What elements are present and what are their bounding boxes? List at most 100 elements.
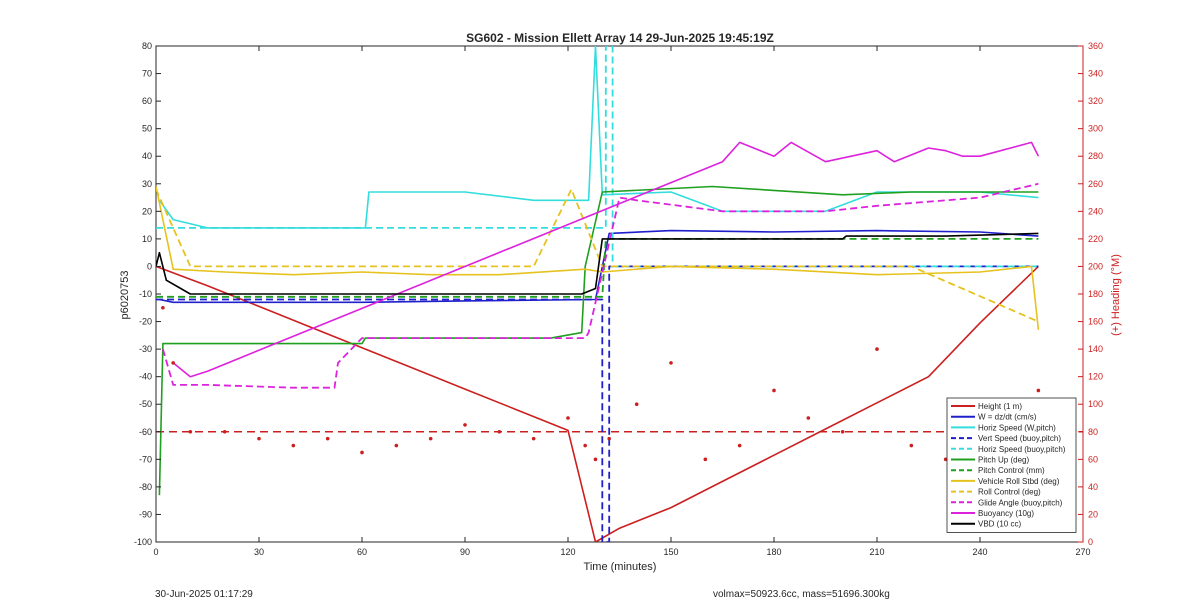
x-tick-label: 60 [357, 547, 367, 557]
y2-tick-label: 80 [1088, 427, 1098, 437]
footer-timestamp: 30-Jun-2025 01:17:29 [155, 589, 253, 600]
y-tick-label: -70 [139, 454, 152, 464]
y2-tick-label: 240 [1088, 206, 1103, 216]
heading-point [593, 457, 598, 462]
legend-label: Horiz Speed (buoy,pitch) [978, 445, 1066, 454]
series-line-8 [156, 188, 1039, 323]
y-tick-label: 20 [142, 206, 152, 216]
heading-point [188, 429, 193, 434]
y2-tick-label: 200 [1088, 261, 1103, 271]
x-axis-label: Time (minutes) [584, 561, 657, 573]
x-tick-label: 270 [1075, 547, 1090, 557]
y-axis-ticks: 80 70 60 50 40 30 20 10 0 -10 -20 -30 -40 -50 -60 -70 -8… [134, 41, 161, 547]
x-tick-label: 90 [460, 547, 470, 557]
y2-tick-label: 300 [1088, 124, 1103, 134]
heading-point [703, 457, 708, 462]
legend-label: Vehicle Roll Stbd (deg) [978, 477, 1060, 486]
x-tick-label: 210 [869, 547, 884, 557]
y-tick-label: 30 [142, 179, 152, 189]
y2-tick-label: 360 [1088, 41, 1103, 51]
y2-tick-label: 60 [1088, 454, 1098, 464]
y-tick-label: -40 [139, 372, 152, 382]
heading-point [669, 361, 673, 365]
legend-label: Horiz Speed (W,pitch) [978, 423, 1056, 432]
y2-tick-label: 280 [1088, 151, 1103, 161]
plot-area [155, 45, 1084, 543]
x-tick-label: 180 [766, 547, 781, 557]
y-tick-label: -60 [139, 427, 152, 437]
legend-label: Pitch Control (mm) [978, 466, 1045, 475]
legend-label: Buoyancy (10g) [978, 509, 1034, 518]
y2-axis-ticks: 3603403203002802602402202001801601401201… [1078, 41, 1103, 547]
y2-tick-label: 340 [1088, 69, 1103, 79]
heading-point [772, 388, 776, 393]
x-tick-label: 240 [972, 547, 987, 557]
y2-tick-label: 220 [1088, 234, 1103, 244]
x-tick-label: 120 [560, 547, 575, 557]
y2-tick-label: 180 [1088, 289, 1103, 299]
y-tick-label: 70 [142, 69, 152, 79]
series-line-5 [158, 185, 1039, 496]
y2-tick-label: 0 [1088, 537, 1093, 547]
chart-title: SG602 - Mission Ellett Array 14 29-Jun-2… [466, 31, 774, 45]
y-tick-label: -30 [139, 344, 152, 354]
x-tick-label: 30 [254, 547, 264, 557]
heading-point [840, 429, 845, 434]
y-tick-label: -20 [139, 317, 152, 327]
y2-tick-label: 320 [1088, 96, 1103, 106]
y-tick-label: 10 [142, 234, 152, 244]
heading-point [463, 423, 467, 427]
heading-point [909, 443, 914, 448]
series-line-10 [172, 141, 1040, 378]
y2-tick-label: 120 [1088, 372, 1103, 382]
y2-axis-label: (+) Heading (°M) [1110, 254, 1122, 336]
y-tick-label: 80 [142, 41, 152, 51]
legend-label: Height (1 m) [978, 402, 1022, 411]
heading-point [171, 361, 175, 365]
legend-label: Roll Control (deg) [978, 488, 1041, 497]
x-tick-label: 0 [153, 547, 158, 557]
heading-point [257, 436, 261, 441]
heading-point [634, 402, 639, 407]
x-tick-label: 150 [663, 547, 678, 557]
heading-point [497, 429, 502, 434]
heading-point [161, 305, 165, 310]
series-group [156, 46, 1083, 542]
y2-tick-label: 20 [1088, 509, 1098, 519]
heading-point [1036, 388, 1041, 393]
y-tick-label: -90 [139, 509, 152, 519]
y-tick-label: -80 [139, 482, 152, 492]
y2-tick-label: 40 [1088, 482, 1098, 492]
heading-point [607, 436, 611, 441]
y-tick-label: -10 [139, 289, 152, 299]
heading-point [291, 443, 296, 448]
y2-tick-label: 160 [1088, 317, 1103, 327]
series-line-11 [156, 232, 1039, 295]
x-axis-ticks: 0 30 60 90 120 150 180 210 240 270 [153, 46, 1091, 557]
legend-label: VBD (10 cc) [978, 520, 1021, 529]
heading-point [428, 436, 433, 441]
y-tick-label: -50 [139, 399, 152, 409]
heading-point [875, 347, 879, 351]
heading-point [566, 416, 570, 420]
y-axis-label: p6020753 [119, 271, 131, 320]
y-tick-label: -100 [134, 537, 152, 547]
heading-point [360, 450, 364, 455]
legend-label: Vert Speed (buoy,pitch) [978, 434, 1061, 443]
heading-point [943, 457, 948, 462]
legend-label: Glide Angle (buoy,pitch) [978, 498, 1063, 507]
heading-point [583, 443, 587, 448]
series-line-9 [162, 182, 1039, 389]
heading-point [325, 436, 330, 441]
y-tick-label: 60 [142, 96, 152, 106]
y-tick-label: 0 [147, 261, 152, 271]
legend: Height (1 m)W = dz/dt (cm/s)Horiz Speed … [946, 397, 1077, 533]
y-tick-label: 50 [142, 124, 152, 134]
legend-label: Pitch Up (deg) [978, 456, 1029, 465]
heading-point [737, 443, 742, 448]
footer-mass-info: volmax=50923.6cc, mass=51696.300kg [713, 589, 890, 600]
y2-tick-label: 260 [1088, 179, 1103, 189]
y2-tick-label: 100 [1088, 399, 1103, 409]
y-tick-label: 40 [142, 151, 152, 161]
